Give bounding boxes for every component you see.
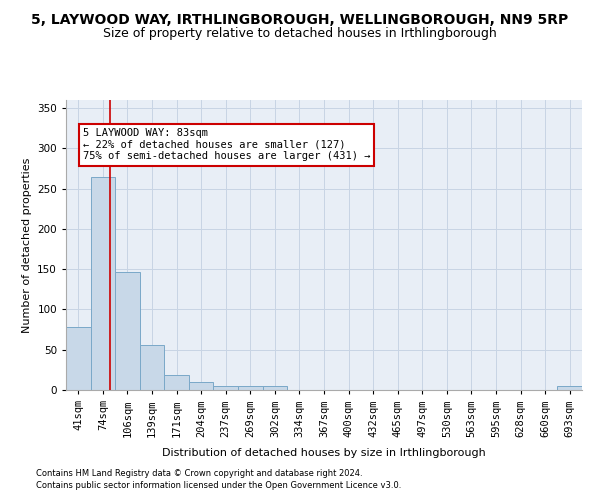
Bar [557,386,582,390]
Bar [189,382,214,390]
Text: Contains HM Land Registry data © Crown copyright and database right 2024.: Contains HM Land Registry data © Crown c… [36,468,362,477]
Bar [164,374,189,390]
Y-axis label: Number of detached properties: Number of detached properties [22,158,32,332]
Bar [115,272,140,390]
Bar [214,386,238,390]
Text: 5, LAYWOOD WAY, IRTHLINGBOROUGH, WELLINGBOROUGH, NN9 5RP: 5, LAYWOOD WAY, IRTHLINGBOROUGH, WELLING… [31,12,569,26]
Bar [140,345,164,390]
Bar [91,176,115,390]
Text: Contains public sector information licensed under the Open Government Licence v3: Contains public sector information licen… [36,481,401,490]
X-axis label: Distribution of detached houses by size in Irthlingborough: Distribution of detached houses by size … [162,448,486,458]
Text: 5 LAYWOOD WAY: 83sqm
← 22% of detached houses are smaller (127)
75% of semi-deta: 5 LAYWOOD WAY: 83sqm ← 22% of detached h… [83,128,370,162]
Bar [263,386,287,390]
Text: Size of property relative to detached houses in Irthlingborough: Size of property relative to detached ho… [103,28,497,40]
Bar [238,386,263,390]
Bar [66,327,91,390]
